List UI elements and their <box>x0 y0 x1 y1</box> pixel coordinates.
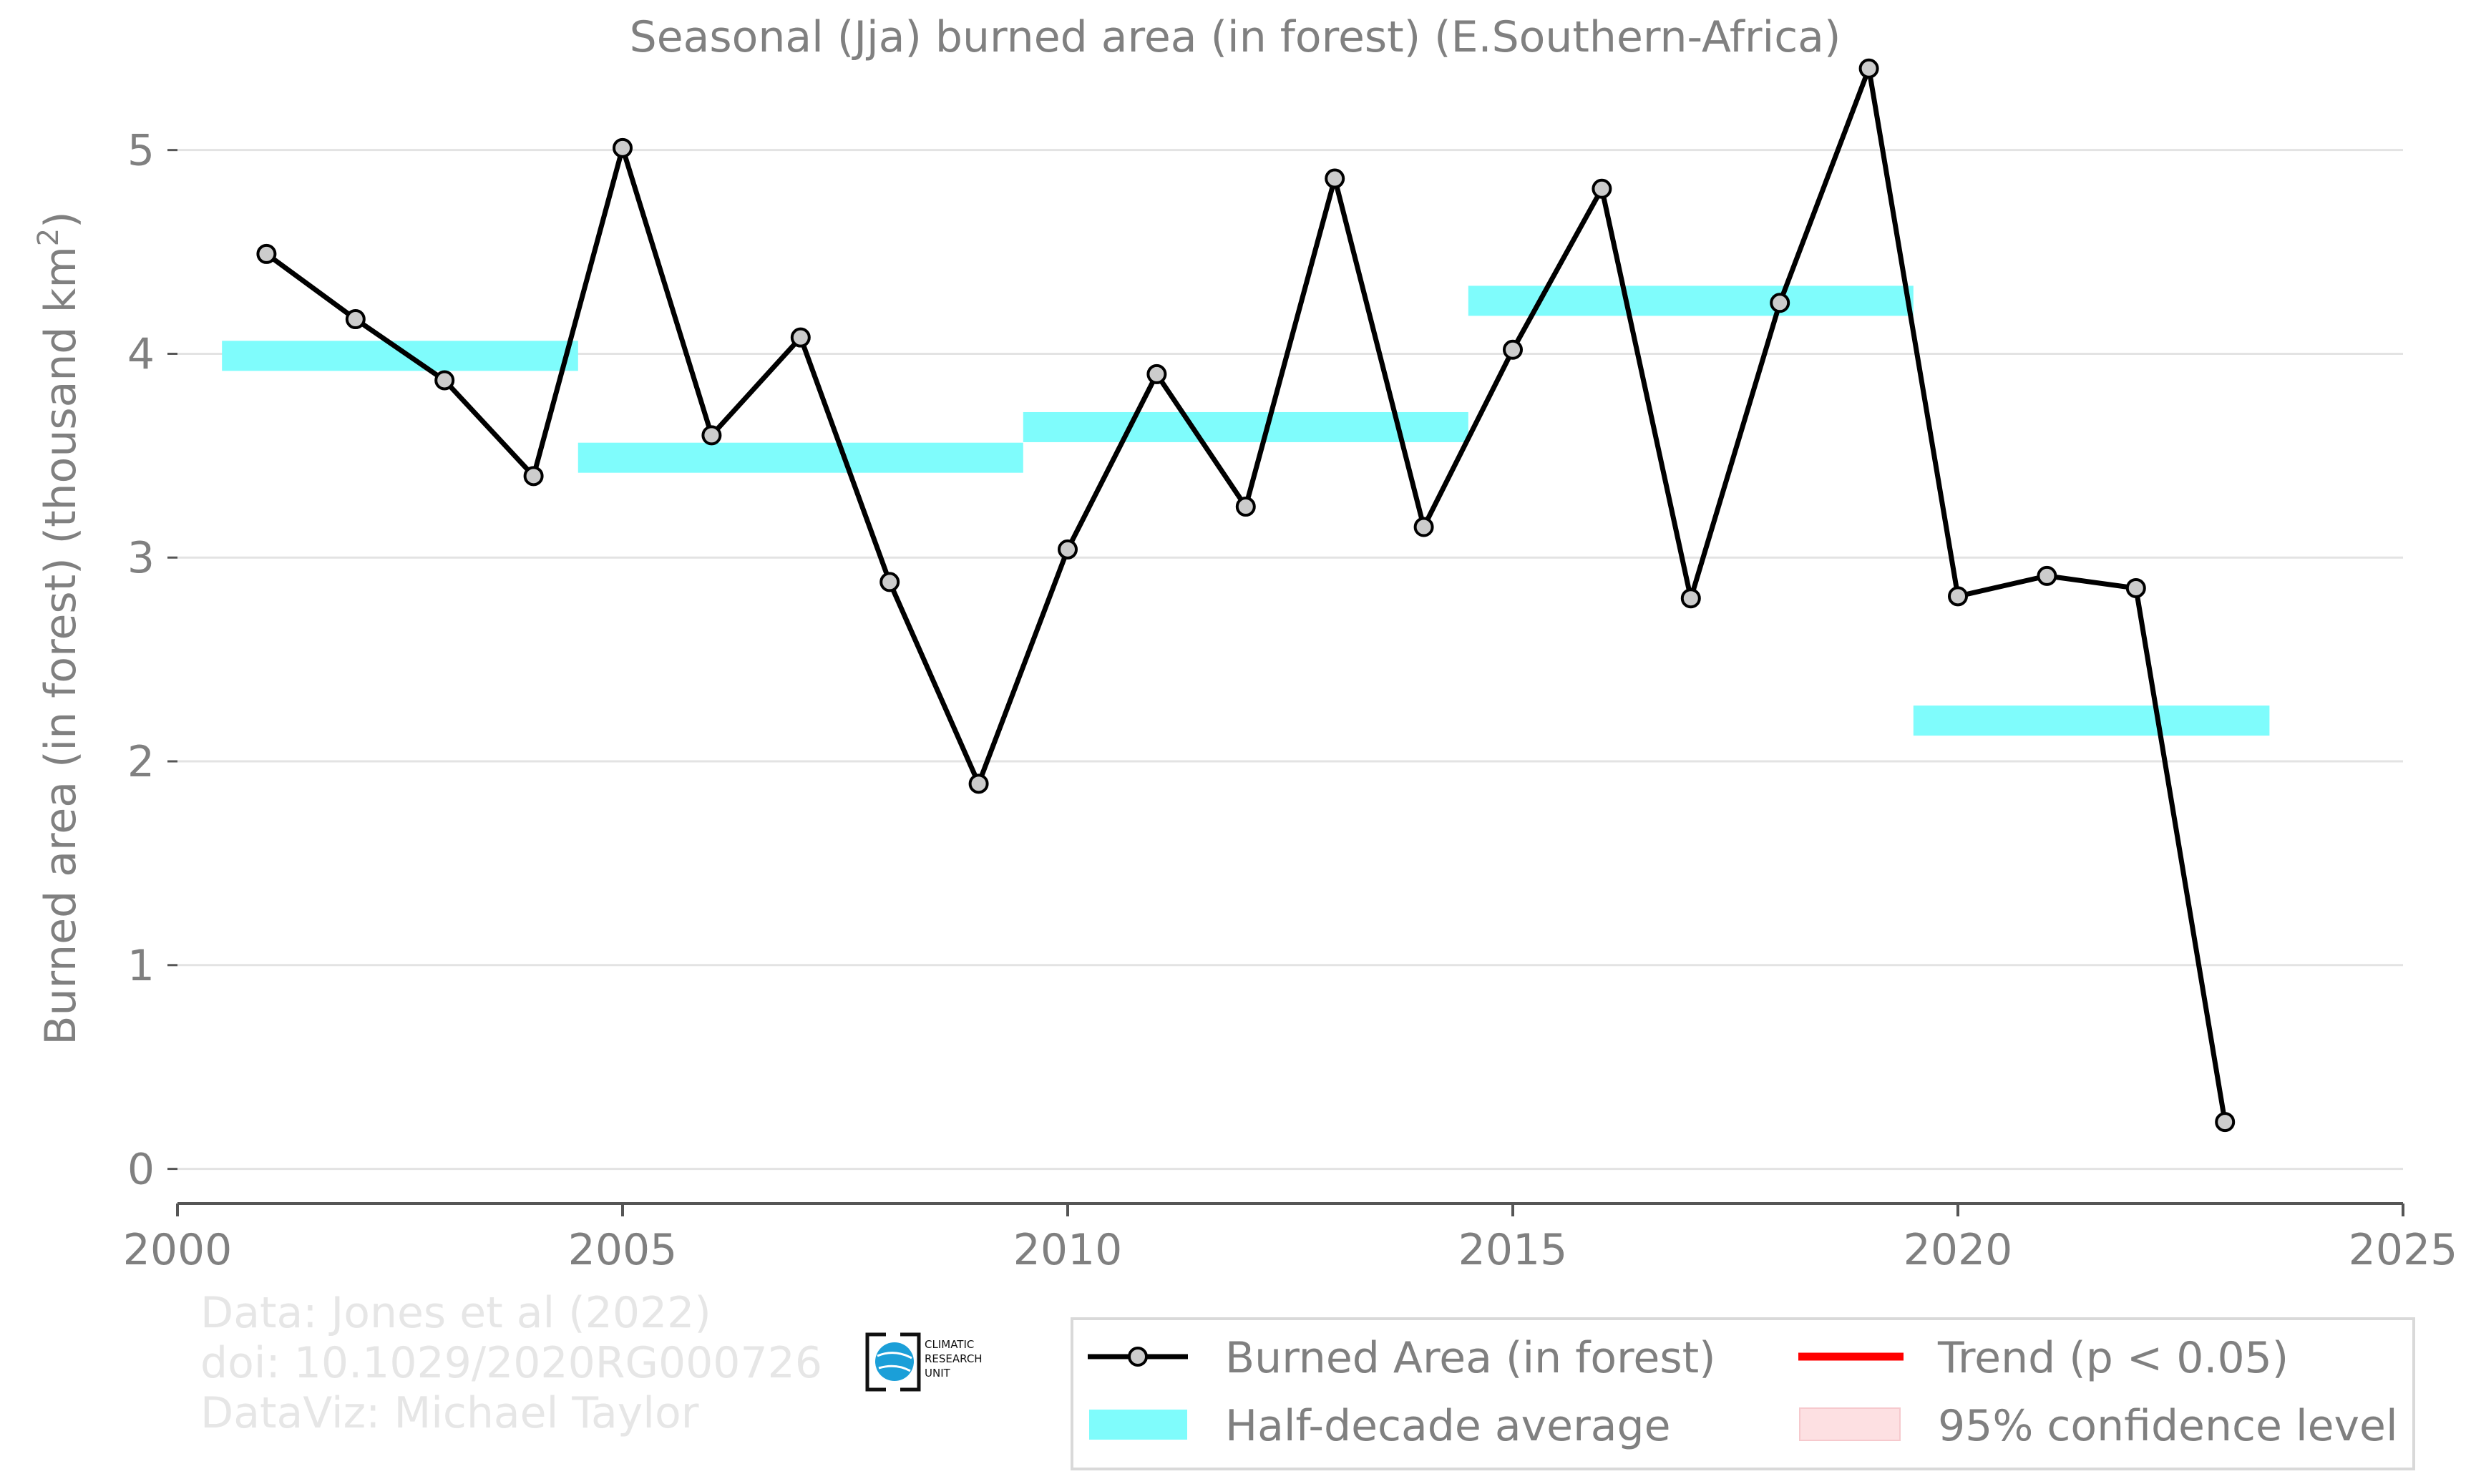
x-tick-label-1: 2005 <box>568 1225 678 1275</box>
legend-half-decade-swatch <box>1089 1410 1187 1440</box>
half-decade-band-4 <box>1913 706 2270 736</box>
legend: Burned Area (in forest) Trend (p < 0.05)… <box>1071 1317 2415 1470</box>
series-line-0 <box>265 66 2228 1123</box>
x-tick-label-4: 2020 <box>1904 1225 2013 1275</box>
legend-burned-area-label: Burned Area (in forest) <box>1225 1333 1716 1383</box>
legend-trend-label: Trend (p < 0.05) <box>1937 1333 2289 1383</box>
data-point-2010 <box>1058 539 1078 560</box>
credit-doi: doi: 10.1029/2020RG000726 <box>200 1338 822 1388</box>
data-point-2018 <box>1770 293 1790 313</box>
logo-text-line-2: RESEARCH <box>925 1352 983 1365</box>
data-point-2001 <box>256 243 277 264</box>
credit-dataviz: DataViz: Michael Taylor <box>200 1388 699 1438</box>
half-decade-average-bands <box>222 285 2270 736</box>
legend-confidence-swatch <box>1799 1407 1901 1441</box>
y-tick-label-3: 3 <box>127 533 155 583</box>
logo-text-line-1: CLIMATIC <box>925 1338 974 1351</box>
x-tick-label-3: 2015 <box>1458 1225 1568 1275</box>
logo-bracket-icon <box>865 1332 921 1392</box>
y-tick-label-5: 5 <box>127 126 155 176</box>
y-axis-label-superscript: 2 <box>32 228 65 246</box>
data-point-2002 <box>345 309 366 330</box>
data-point-2014 <box>1413 517 1434 537</box>
data-point-2022 <box>2125 577 2146 598</box>
data-point-2005 <box>613 137 633 158</box>
y-axis-label: Burned area (in forest) (thousand km2) <box>32 211 86 1045</box>
data-point-2004 <box>523 466 544 487</box>
gridlines <box>167 149 2403 1171</box>
logo-text-line-3: UNIT <box>925 1367 951 1380</box>
data-point-2019 <box>1858 58 1879 79</box>
legend-half-decade-label: Half-decade average <box>1225 1401 1671 1451</box>
data-point-2017 <box>1680 588 1701 609</box>
legend-confidence-label: 95% confidence level <box>1938 1401 2398 1451</box>
data-point-2016 <box>1592 178 1612 199</box>
y-tick-label-2: 2 <box>127 737 155 787</box>
legend-box <box>1071 1317 2415 1470</box>
credits: Data: Jones et al (2022) doi: 10.1029/20… <box>200 1288 822 1438</box>
data-point-2020 <box>1948 586 1968 607</box>
logo-globe-icon <box>875 1342 914 1381</box>
x-tick-label-0: 2000 <box>123 1225 233 1275</box>
burned-area-series <box>256 58 2236 1133</box>
y-tick-label-4: 4 <box>127 329 155 379</box>
legend-burned-area-marker <box>1128 1347 1148 1367</box>
data-point-2007 <box>790 327 811 348</box>
y-tick-label-1: 1 <box>127 941 155 991</box>
cru-logo: CLIMATIC RESEARCH UNIT <box>865 1332 983 1392</box>
half-decade-band-0 <box>222 341 578 371</box>
data-point-2015 <box>1503 339 1523 360</box>
x-tick-labels: 2000 2005 2010 2015 2020 2025 <box>123 1225 2458 1275</box>
data-point-2013 <box>1325 168 1345 189</box>
y-tick-labels: 0 1 2 3 4 5 <box>127 126 155 1195</box>
x-tick-label-5: 2025 <box>2349 1225 2458 1275</box>
chart-title: Seasonal (Jja) burned area (in forest) (… <box>630 12 1841 62</box>
x-axis <box>176 1202 2404 1216</box>
half-decade-band-1 <box>577 442 1023 473</box>
data-point-2011 <box>1146 363 1167 384</box>
logo-globe-lines-icon <box>877 1352 912 1372</box>
data-point-2021 <box>2037 565 2057 586</box>
data-point-2009 <box>968 773 989 794</box>
data-point-2003 <box>434 370 455 391</box>
x-tick-label-2: 2010 <box>1013 1225 1123 1275</box>
data-point-2023 <box>2215 1112 2236 1133</box>
credit-data: Data: Jones et al (2022) <box>200 1288 711 1338</box>
data-point-2012 <box>1235 497 1256 517</box>
data-point-2008 <box>879 572 900 592</box>
data-point-2006 <box>701 425 722 446</box>
y-tick-label-0: 0 <box>127 1145 155 1195</box>
y-axis-label-close: ) <box>36 211 86 228</box>
y-axis-label-main: Burned area (in forest) (thousand km <box>36 246 86 1045</box>
